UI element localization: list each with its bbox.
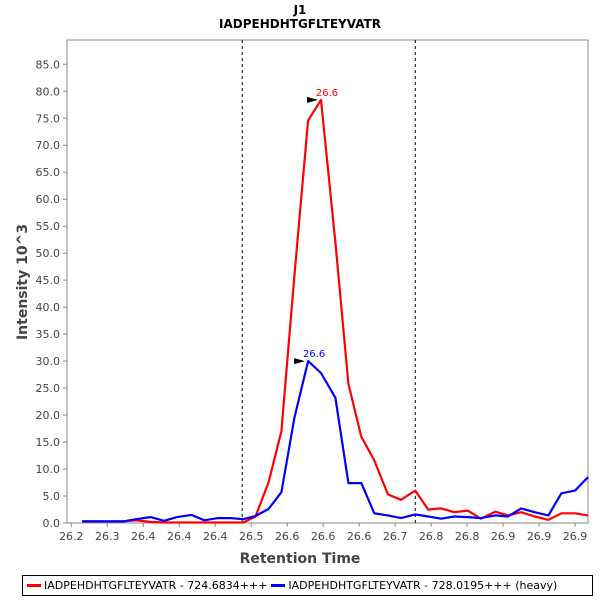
peak-arrow-icon	[307, 96, 319, 103]
y-tick-label: 50.0	[36, 247, 61, 260]
peak-arrow-icon	[294, 358, 306, 365]
chart-subtitle: IADPEHDHTGFLTEYVATR	[219, 17, 381, 31]
y-tick-label: 15.0	[36, 436, 61, 449]
y-tick-label: 35.0	[36, 328, 61, 341]
chart-title: J1	[293, 3, 307, 17]
y-tick-label: 65.0	[36, 166, 61, 179]
x-tick-label: 26.8	[455, 530, 480, 543]
x-tick-label: 26.6	[275, 530, 300, 543]
y-tick-label: 20.0	[36, 409, 61, 422]
x-tick-label: 26.3	[95, 530, 120, 543]
peak-label: 26.6	[303, 349, 325, 360]
x-tick-label: 26.9	[563, 530, 588, 543]
y-tick-label: 40.0	[36, 301, 61, 314]
x-tick-label: 26.4	[167, 530, 192, 543]
y-tick-label: 75.0	[36, 112, 61, 125]
y-tick-label: 30.0	[36, 355, 61, 368]
y-tick-label: 70.0	[36, 139, 61, 152]
x-tick-label: 26.4	[131, 530, 156, 543]
plot-area	[66, 39, 589, 524]
y-tick-label: 85.0	[36, 58, 61, 71]
x-tick-label: 26.9	[491, 530, 516, 543]
y-tick-label: 5.0	[43, 490, 61, 503]
x-tick-label: 26.4	[203, 530, 228, 543]
x-tick-label: 26.2	[59, 530, 84, 543]
x-tick-label: 26.6	[347, 530, 372, 543]
x-axis-label: Retention Time	[240, 551, 361, 567]
peak-label: 26.6	[316, 88, 338, 99]
y-tick-label: 0.0	[43, 517, 61, 530]
y-tick-label: 25.0	[36, 382, 61, 395]
y-axis-label: Intensity 10^3	[15, 224, 31, 340]
legend-swatch-heavy	[271, 584, 286, 587]
legend-swatch-light	[27, 584, 41, 587]
x-tick-label: 26.8	[419, 530, 444, 543]
x-tick-label: 26.9	[527, 530, 552, 543]
y-tick-label: 45.0	[36, 274, 61, 287]
y-tick-label: 60.0	[36, 193, 61, 206]
legend: IADPEHDHTGFLTEYVATR - 724.6834+++ IADPEH…	[22, 575, 593, 596]
y-tick-label: 80.0	[36, 85, 61, 98]
series-line-light	[82, 98, 589, 524]
x-tick-label: 26.5	[239, 530, 264, 543]
y-tick-label: 10.0	[36, 463, 61, 476]
legend-label-heavy: IADPEHDHTGFLTEYVATR - 728.0195+++ (heavy…	[288, 579, 558, 592]
x-tick-label: 26.6	[311, 530, 336, 543]
x-tick-label: 26.7	[383, 530, 408, 543]
y-tick-label: 55.0	[36, 220, 61, 233]
legend-label-light: IADPEHDHTGFLTEYVATR - 724.6834+++	[44, 579, 268, 592]
series-line-heavy	[82, 360, 589, 523]
chromatogram-chart: J1 IADPEHDHTGFLTEYVATR Retention Time In…	[15, 3, 589, 567]
